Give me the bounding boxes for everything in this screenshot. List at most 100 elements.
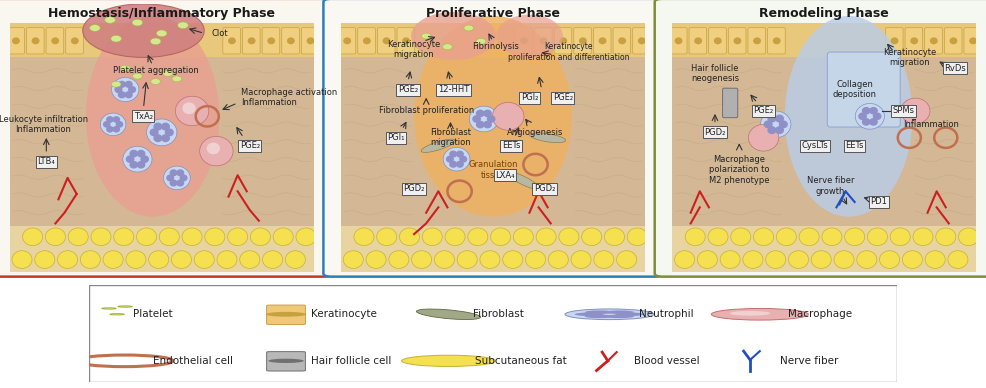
Circle shape [194, 251, 214, 268]
Ellipse shape [151, 79, 161, 85]
Circle shape [456, 161, 463, 168]
Circle shape [520, 37, 528, 44]
Ellipse shape [86, 16, 220, 217]
Circle shape [616, 251, 637, 268]
Circle shape [753, 228, 774, 246]
Circle shape [140, 155, 149, 163]
Text: Macrophage activation
Inflammation: Macrophage activation Inflammation [241, 88, 337, 107]
Circle shape [170, 169, 177, 176]
Circle shape [901, 98, 930, 124]
Circle shape [154, 134, 163, 142]
Circle shape [789, 251, 809, 268]
Circle shape [129, 161, 138, 168]
Circle shape [748, 124, 779, 151]
Circle shape [176, 169, 184, 176]
Ellipse shape [163, 71, 173, 76]
Circle shape [708, 228, 728, 246]
Ellipse shape [132, 73, 142, 79]
FancyBboxPatch shape [262, 28, 280, 54]
Circle shape [45, 228, 65, 246]
Circle shape [128, 86, 136, 93]
Circle shape [585, 310, 614, 314]
Text: Keratinocyte: Keratinocyte [311, 309, 377, 319]
Circle shape [124, 81, 133, 88]
Circle shape [103, 121, 110, 128]
Circle shape [834, 251, 854, 268]
Circle shape [137, 150, 145, 158]
Circle shape [137, 161, 145, 168]
FancyBboxPatch shape [554, 28, 572, 54]
Bar [10, 23, 314, 57]
Circle shape [176, 180, 184, 187]
Circle shape [136, 228, 157, 246]
Circle shape [638, 37, 646, 44]
Circle shape [179, 174, 187, 182]
Circle shape [890, 37, 898, 44]
Circle shape [615, 313, 644, 316]
Circle shape [147, 119, 176, 146]
Ellipse shape [411, 12, 496, 60]
FancyBboxPatch shape [378, 28, 395, 54]
Bar [10, 57, 314, 226]
Text: TxA₂: TxA₂ [134, 112, 153, 121]
Circle shape [267, 37, 275, 44]
Circle shape [154, 123, 163, 131]
Ellipse shape [476, 38, 486, 44]
Circle shape [811, 251, 831, 268]
Circle shape [483, 109, 492, 117]
Circle shape [855, 104, 884, 129]
Circle shape [285, 251, 306, 268]
Text: CysLTs: CysLTs [802, 141, 828, 150]
FancyBboxPatch shape [358, 28, 376, 54]
Circle shape [476, 121, 484, 128]
Bar [341, 23, 645, 57]
Circle shape [343, 251, 363, 268]
FancyBboxPatch shape [534, 28, 552, 54]
Circle shape [714, 37, 722, 44]
Circle shape [117, 91, 126, 99]
Circle shape [582, 228, 601, 246]
Circle shape [207, 142, 220, 154]
Ellipse shape [529, 133, 566, 142]
Circle shape [57, 251, 78, 268]
Circle shape [459, 156, 467, 163]
FancyBboxPatch shape [768, 28, 785, 54]
FancyBboxPatch shape [302, 28, 319, 54]
Circle shape [111, 78, 139, 102]
Circle shape [880, 251, 899, 268]
Ellipse shape [132, 19, 143, 26]
Ellipse shape [508, 172, 539, 189]
Text: Macrophage: Macrophage [788, 309, 852, 319]
Circle shape [753, 37, 761, 44]
Circle shape [868, 228, 887, 246]
Ellipse shape [416, 309, 480, 320]
Circle shape [763, 120, 773, 128]
Ellipse shape [496, 15, 563, 57]
Circle shape [767, 114, 776, 123]
Circle shape [969, 37, 977, 44]
Circle shape [450, 161, 458, 168]
FancyBboxPatch shape [282, 28, 300, 54]
FancyBboxPatch shape [266, 305, 306, 324]
Circle shape [925, 251, 946, 268]
Circle shape [483, 121, 492, 128]
Circle shape [377, 228, 396, 246]
Circle shape [112, 116, 120, 123]
Circle shape [32, 37, 39, 44]
FancyBboxPatch shape [633, 28, 651, 54]
Text: Inflammation: Inflammation [902, 120, 958, 129]
Text: Subcutaneous fat: Subcutaneous fat [475, 356, 567, 366]
Circle shape [80, 251, 101, 268]
Circle shape [363, 37, 371, 44]
Circle shape [694, 37, 702, 44]
Circle shape [674, 251, 694, 268]
Circle shape [106, 126, 113, 133]
Text: PGE₂: PGE₂ [553, 93, 573, 102]
Circle shape [779, 120, 788, 128]
Circle shape [217, 251, 237, 268]
Text: PGI₂: PGI₂ [521, 93, 538, 102]
Ellipse shape [90, 24, 101, 31]
Text: Neutrophil: Neutrophil [639, 309, 693, 319]
Circle shape [149, 251, 169, 268]
Circle shape [579, 37, 587, 44]
